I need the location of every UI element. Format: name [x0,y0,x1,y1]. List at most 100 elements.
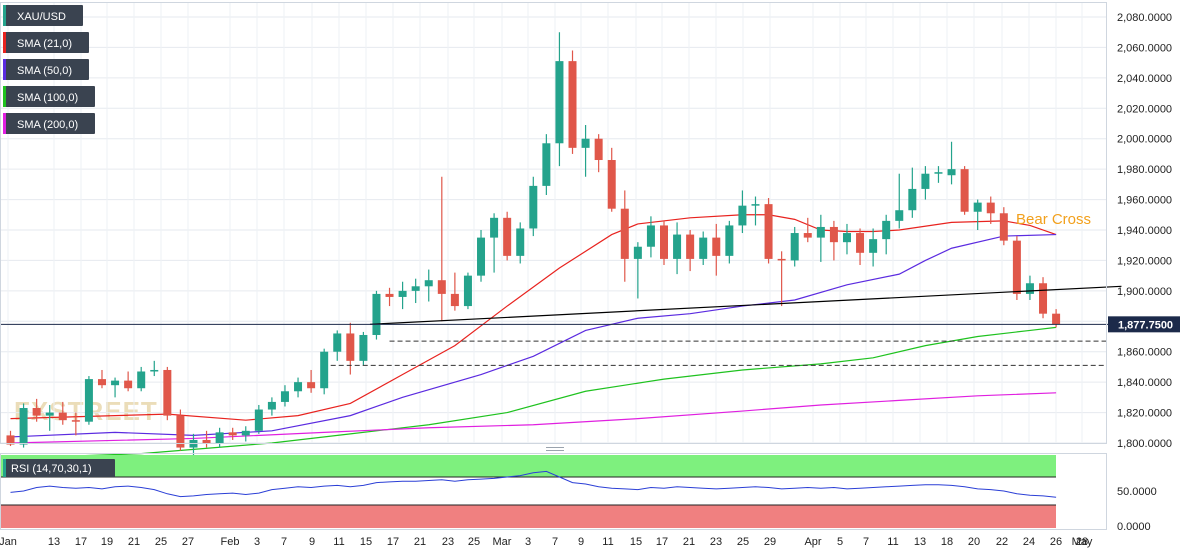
x-tick-label: 18 [941,536,953,548]
candle-down [163,369,172,416]
candle-up [372,293,381,335]
candle-up [895,210,904,221]
candle-down [764,204,773,259]
x-tick-label: 25 [468,536,480,548]
legend-item[interactable]: SMA (100,0) [3,86,95,107]
legend-label: SMA (100,0) [17,92,78,104]
candle-up [111,380,120,386]
rsi-overbought-zone [1,455,1056,477]
x-tick-label: 25 [155,536,167,548]
sma21-line [10,214,1057,421]
candle-up [45,412,54,416]
candle-up [908,188,917,211]
candle-up [947,169,956,176]
time-axis: Jan 13 17 19 21 25 27 Feb 3 7 9 11 15 17 21 23 25 Mar 3 7 9 1… [0,536,1093,548]
candle-down [986,202,995,214]
candle-up [516,228,525,256]
candle-up [869,239,878,253]
candle-up [359,334,368,361]
candle-down [176,415,185,448]
pane-splitter[interactable] [546,447,564,451]
candle-down [1039,283,1048,314]
y-tick-label: 1,820.0000 [1117,408,1172,420]
x-tick-label: 23 [710,536,722,548]
x-tick-label: 7 [863,536,869,548]
candle-up [280,391,289,402]
candle-down [450,293,459,307]
rsi-legend-label: RSI (14,70,30,1) [11,463,92,475]
legend-item[interactable]: SMA (21,0) [3,32,89,53]
candle-down [999,213,1008,241]
candle-up [738,205,747,226]
legend-swatch [3,5,6,26]
x-tick-label: 21 [414,536,426,548]
y-tick-label: 2,080.0000 [1117,12,1172,24]
rsi-axis: 50.0000 0.0000 [1117,486,1157,533]
legend-item-bg [3,113,95,134]
candle-up [699,237,708,259]
legend-swatch [3,86,6,107]
candle-up [921,173,930,189]
legend-item-bg [3,59,89,80]
legend-item[interactable]: SMA (50,0) [3,59,89,80]
legend-item[interactable]: XAU/USD [3,5,83,26]
legend-label: SMA (21,0) [17,38,72,50]
candle-up [790,233,799,261]
x-tick-label: 3 [254,536,260,548]
rsi-legend-item[interactable]: RSI (14,70,30,1) [3,459,115,477]
sma100-line [10,326,1057,459]
current-price-box [1108,316,1180,333]
candle-up [882,220,891,240]
candle-up [215,432,224,443]
candle-up [424,280,433,287]
y-tick-label: 1,980.0000 [1117,164,1172,176]
y-tick-label: 2,060.0000 [1117,42,1172,54]
candle-up [973,202,982,212]
x-tick-label: 20 [968,536,980,548]
candle-up [633,246,642,259]
candle-up [294,382,303,392]
candle-up [542,143,551,186]
legend: XAU/USD SMA (21,0) SMA (50,0) SMA (100,0) SM… [3,5,95,134]
candle-down [6,435,15,445]
x-tick-label: 11 [602,536,613,548]
candle-up [137,371,146,389]
candle-up [84,379,93,422]
rsi-polyline [10,470,1057,498]
y-tick-label: 1,840.0000 [1117,377,1172,389]
rsi-tick-label: 50.0000 [1117,486,1157,498]
candle-up [555,61,564,144]
current-price-marker: 1,877.7500 [1108,316,1180,333]
x-tick-label: 17 [387,536,399,548]
candle-down [856,233,865,253]
candle-down [660,225,668,259]
legend-label: SMA (200,0) [17,119,78,131]
y-tick-label: 1,800.0000 [1117,438,1172,450]
legend-swatch [3,32,6,53]
sma200-line [10,392,1057,444]
candle-up [477,237,486,276]
candle-down [503,217,512,256]
sma50-line [10,233,1057,438]
trend-and-support-lines [0,285,1122,366]
candle-up [254,409,263,431]
legend-item[interactable]: SMA (200,0) [3,113,95,134]
x-tick-label: 11 [887,536,898,548]
x-tick-label: 7 [552,536,558,548]
y-tick-label: 1,920.0000 [1117,255,1172,267]
candle-up [333,333,342,352]
rsi-line [10,470,1057,498]
x-tick-label: 13 [48,536,60,548]
legend-swatch [3,59,6,80]
x-tick-label: 5 [837,536,843,548]
candle-up [673,234,682,259]
candle-down [607,160,616,209]
bear-cross-annotation: Bear Cross [1016,211,1091,228]
x-tick-label: 13 [914,536,926,548]
legend-label: XAU/USD [17,11,66,23]
grid [0,3,1106,444]
x-tick-label: May [1072,536,1093,548]
candle-up [751,204,760,206]
candle-down [1052,313,1061,325]
